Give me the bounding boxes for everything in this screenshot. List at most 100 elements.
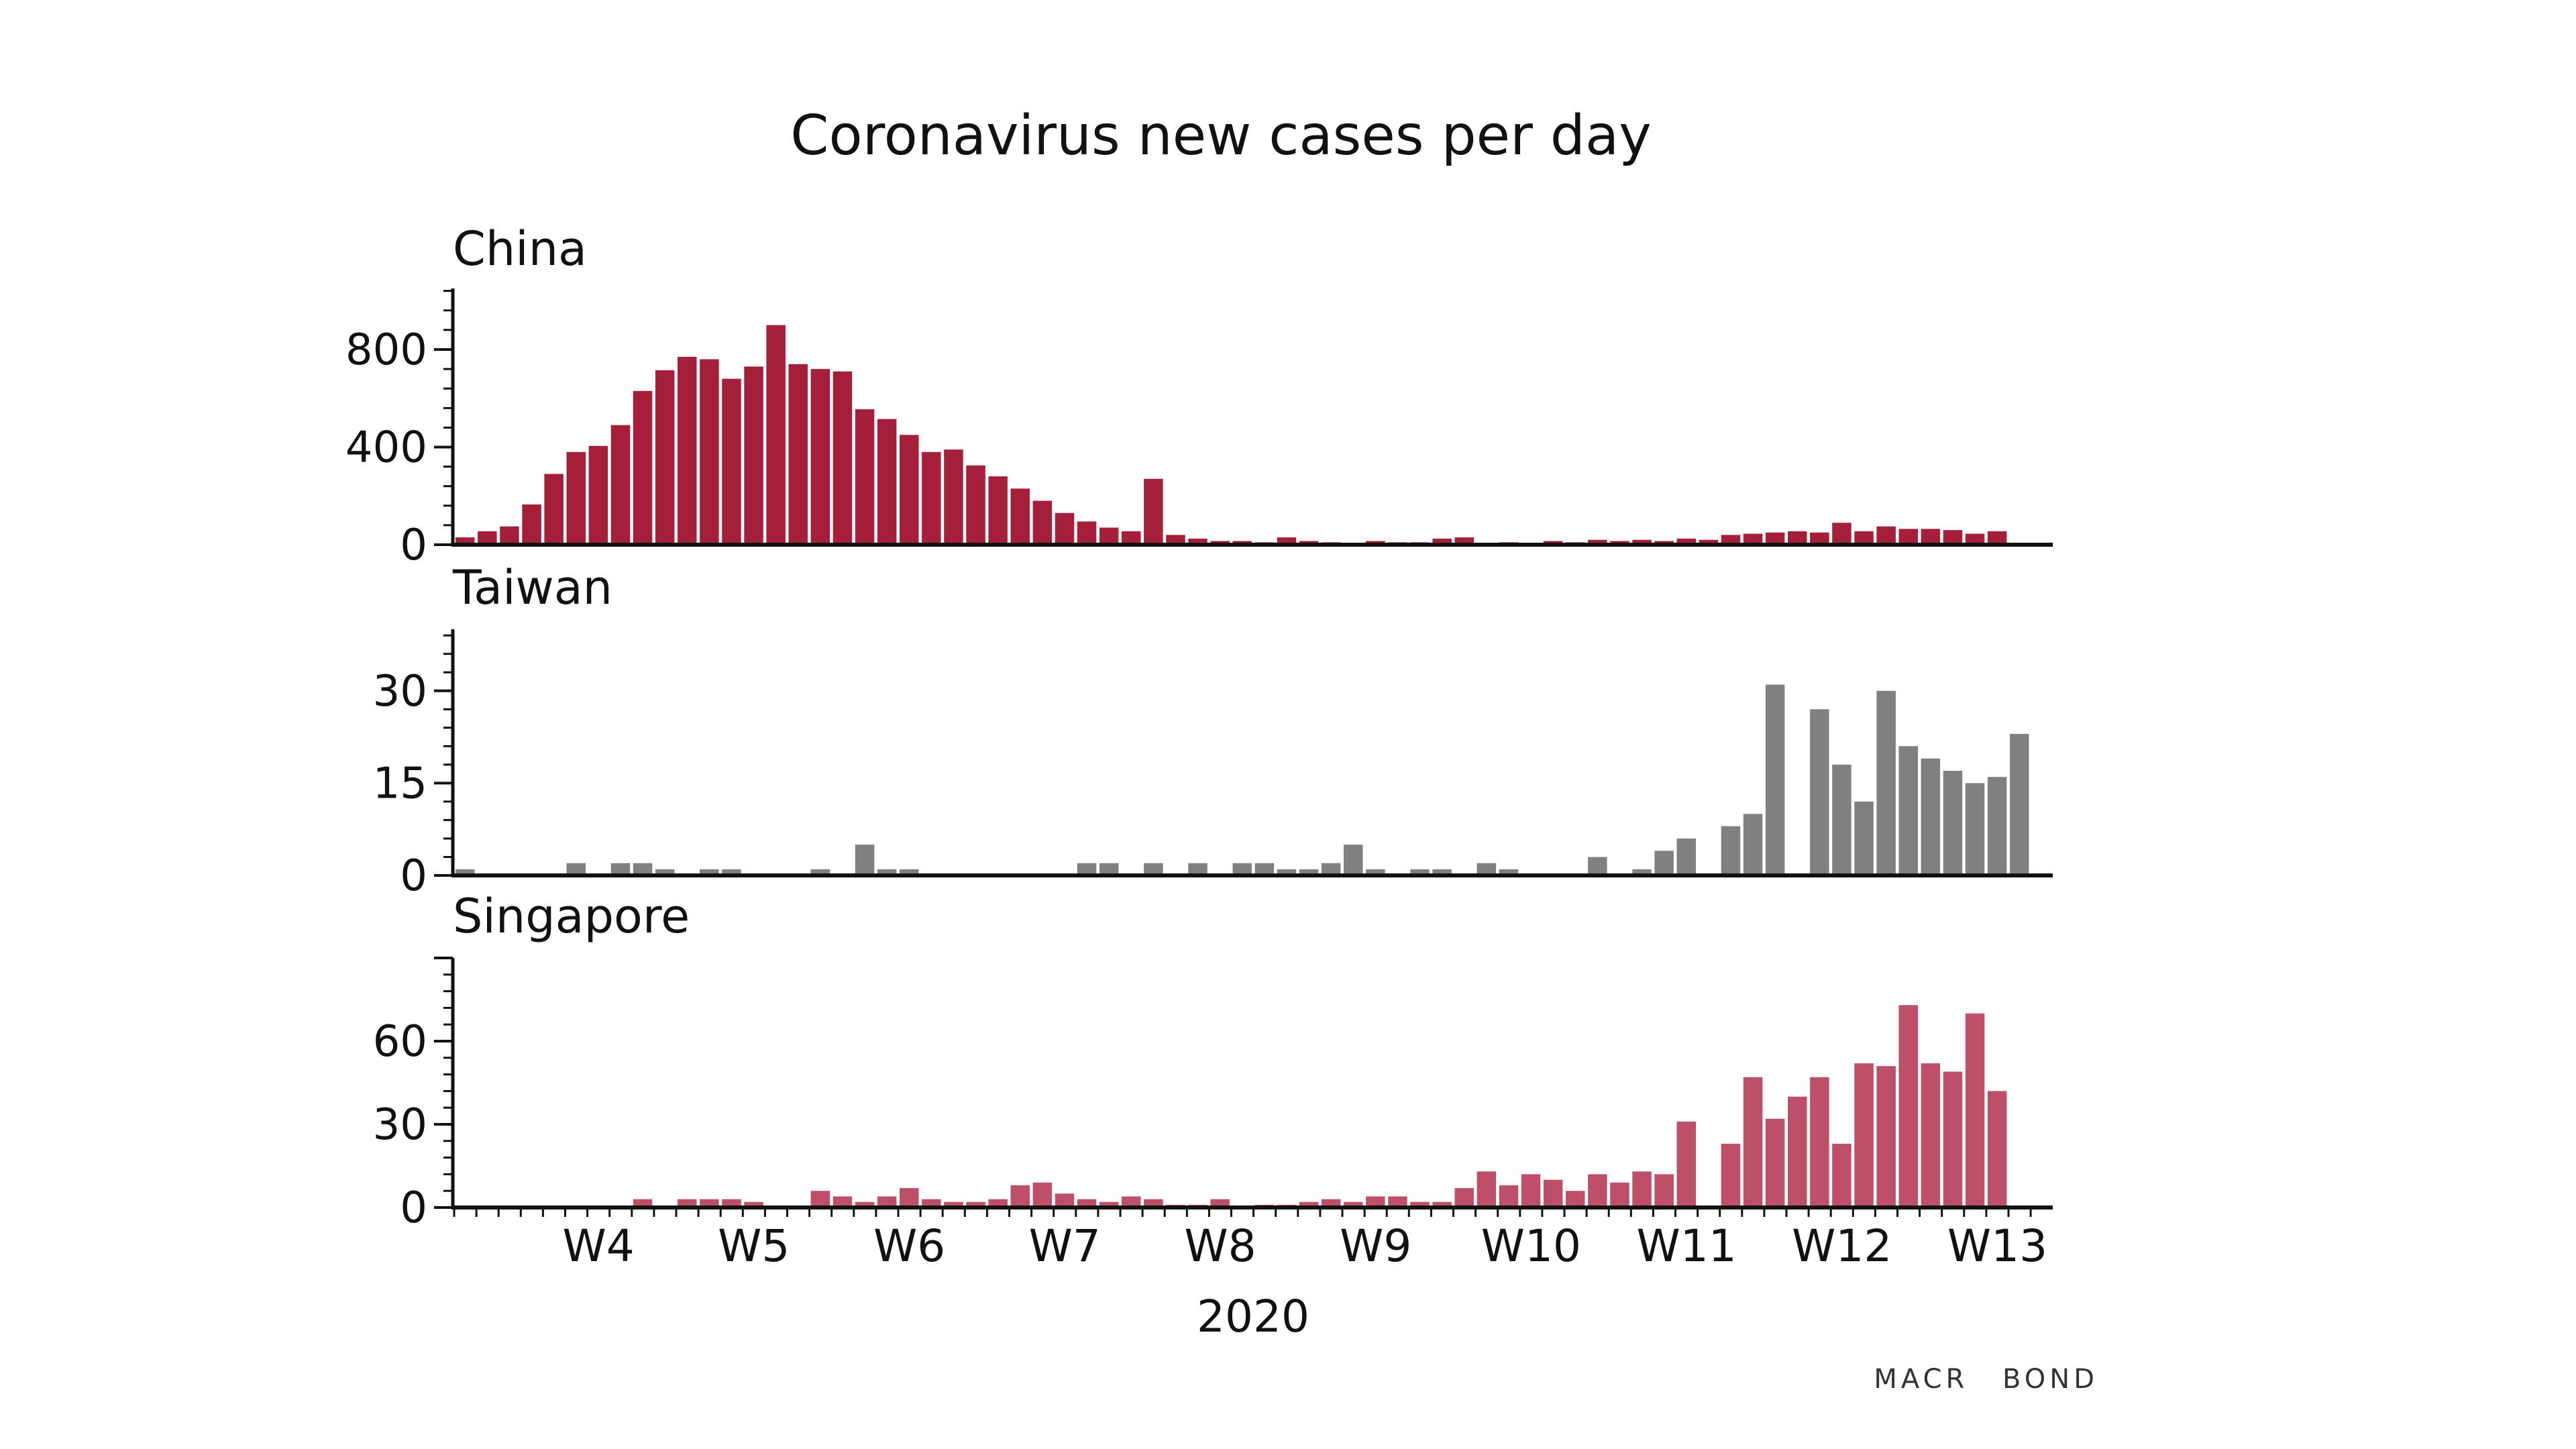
bar bbox=[1055, 513, 1075, 545]
bar bbox=[1898, 746, 1918, 875]
bar bbox=[833, 1196, 853, 1208]
bar bbox=[1077, 1199, 1097, 1208]
bar bbox=[1366, 1196, 1385, 1208]
bar bbox=[1921, 758, 1941, 875]
bar bbox=[988, 476, 1008, 545]
bar bbox=[744, 366, 763, 545]
bar bbox=[1144, 1199, 1163, 1208]
bar bbox=[1632, 1171, 1652, 1208]
bar bbox=[1077, 521, 1097, 545]
panel-title: China bbox=[453, 221, 587, 276]
bar bbox=[788, 364, 808, 545]
bar bbox=[1366, 869, 1385, 875]
x-tick-label: W8 bbox=[1184, 1220, 1256, 1272]
bar bbox=[855, 1201, 875, 1208]
bar bbox=[944, 449, 963, 545]
bar bbox=[722, 378, 741, 545]
bar bbox=[922, 1199, 941, 1208]
x-tick-label: W11 bbox=[1636, 1220, 1736, 1272]
bar bbox=[1410, 869, 1430, 875]
bar bbox=[1921, 529, 1941, 545]
bar bbox=[1965, 533, 1985, 545]
y-tick-label: 0 bbox=[400, 521, 427, 570]
bar bbox=[1122, 531, 1141, 545]
bar bbox=[678, 1199, 697, 1208]
bar bbox=[833, 371, 853, 545]
bar bbox=[1699, 539, 1719, 545]
y-tick-label: 30 bbox=[373, 1100, 427, 1150]
bar bbox=[1477, 1171, 1497, 1208]
bar bbox=[1099, 863, 1119, 876]
panel-china: China 0 400 800 bbox=[345, 221, 2053, 570]
bar bbox=[1254, 863, 1275, 876]
bar bbox=[1566, 1191, 1585, 1208]
bar bbox=[1432, 869, 1452, 875]
bar bbox=[855, 845, 875, 875]
bar bbox=[1743, 533, 1763, 545]
bar bbox=[1721, 535, 1741, 545]
bar bbox=[478, 531, 497, 545]
bar bbox=[566, 863, 586, 876]
x-axis: W4 W5 W6 W7 W8 W9 W10 W11 W12 W13 2020 bbox=[453, 1208, 2047, 1342]
bar bbox=[1454, 537, 1474, 545]
bar bbox=[1676, 538, 1696, 545]
bar bbox=[1543, 1179, 1563, 1208]
x-tick-label: W4 bbox=[562, 1220, 634, 1272]
macrobond-logo-text: MACR◯BOND bbox=[1874, 1364, 2098, 1395]
bar bbox=[1144, 863, 1163, 876]
bar bbox=[1188, 863, 1208, 876]
bar bbox=[722, 869, 741, 875]
bar bbox=[1210, 1199, 1230, 1208]
bar bbox=[1810, 1077, 1829, 1208]
bar bbox=[766, 325, 786, 545]
bar bbox=[1987, 1091, 2007, 1208]
bar bbox=[1943, 771, 1963, 875]
x-tick-label: W13 bbox=[1947, 1220, 2047, 1272]
bar bbox=[1765, 684, 1785, 875]
bar bbox=[900, 1188, 919, 1208]
y-tick-label: 30 bbox=[373, 667, 427, 716]
bar bbox=[1499, 1185, 1519, 1208]
bar bbox=[1876, 690, 1896, 876]
panel-title: Singapore bbox=[453, 889, 690, 944]
bar bbox=[922, 451, 941, 545]
bar bbox=[700, 1199, 719, 1208]
bar bbox=[566, 451, 586, 545]
bar bbox=[900, 435, 919, 545]
bar bbox=[1166, 535, 1185, 545]
bar bbox=[2010, 734, 2029, 875]
y-tick-label: 0 bbox=[400, 851, 427, 901]
bar bbox=[1277, 537, 1297, 545]
bar bbox=[1299, 869, 1319, 875]
bar bbox=[1010, 488, 1030, 545]
y-tick-label: 800 bbox=[345, 325, 427, 375]
bar bbox=[1321, 863, 1341, 876]
bar bbox=[1321, 1199, 1341, 1208]
bar bbox=[1610, 1182, 1629, 1208]
bar bbox=[700, 359, 719, 545]
bar bbox=[522, 504, 541, 545]
bar bbox=[544, 474, 564, 545]
panel-taiwan: Taiwan 0 15 30 bbox=[373, 560, 2053, 901]
bar bbox=[1432, 538, 1452, 545]
bar bbox=[1232, 863, 1252, 876]
bar bbox=[1588, 539, 1607, 545]
bar bbox=[1854, 801, 1874, 875]
bar bbox=[1876, 526, 1896, 545]
bar bbox=[722, 1199, 741, 1208]
bar bbox=[1987, 531, 2007, 545]
bar bbox=[1344, 1201, 1363, 1208]
chart-title: Coronavirus new cases per day bbox=[790, 104, 1651, 168]
bar bbox=[1876, 1066, 1896, 1208]
bar bbox=[1010, 1185, 1030, 1208]
bar bbox=[966, 1201, 985, 1208]
bar bbox=[1921, 1063, 1941, 1208]
bar bbox=[1721, 826, 1741, 875]
bar bbox=[1144, 478, 1163, 545]
bar bbox=[610, 863, 631, 876]
bar bbox=[1721, 1143, 1741, 1208]
bar bbox=[678, 356, 697, 545]
bar bbox=[500, 526, 519, 545]
bar bbox=[810, 869, 830, 875]
x-tick-label: W7 bbox=[1029, 1220, 1101, 1272]
